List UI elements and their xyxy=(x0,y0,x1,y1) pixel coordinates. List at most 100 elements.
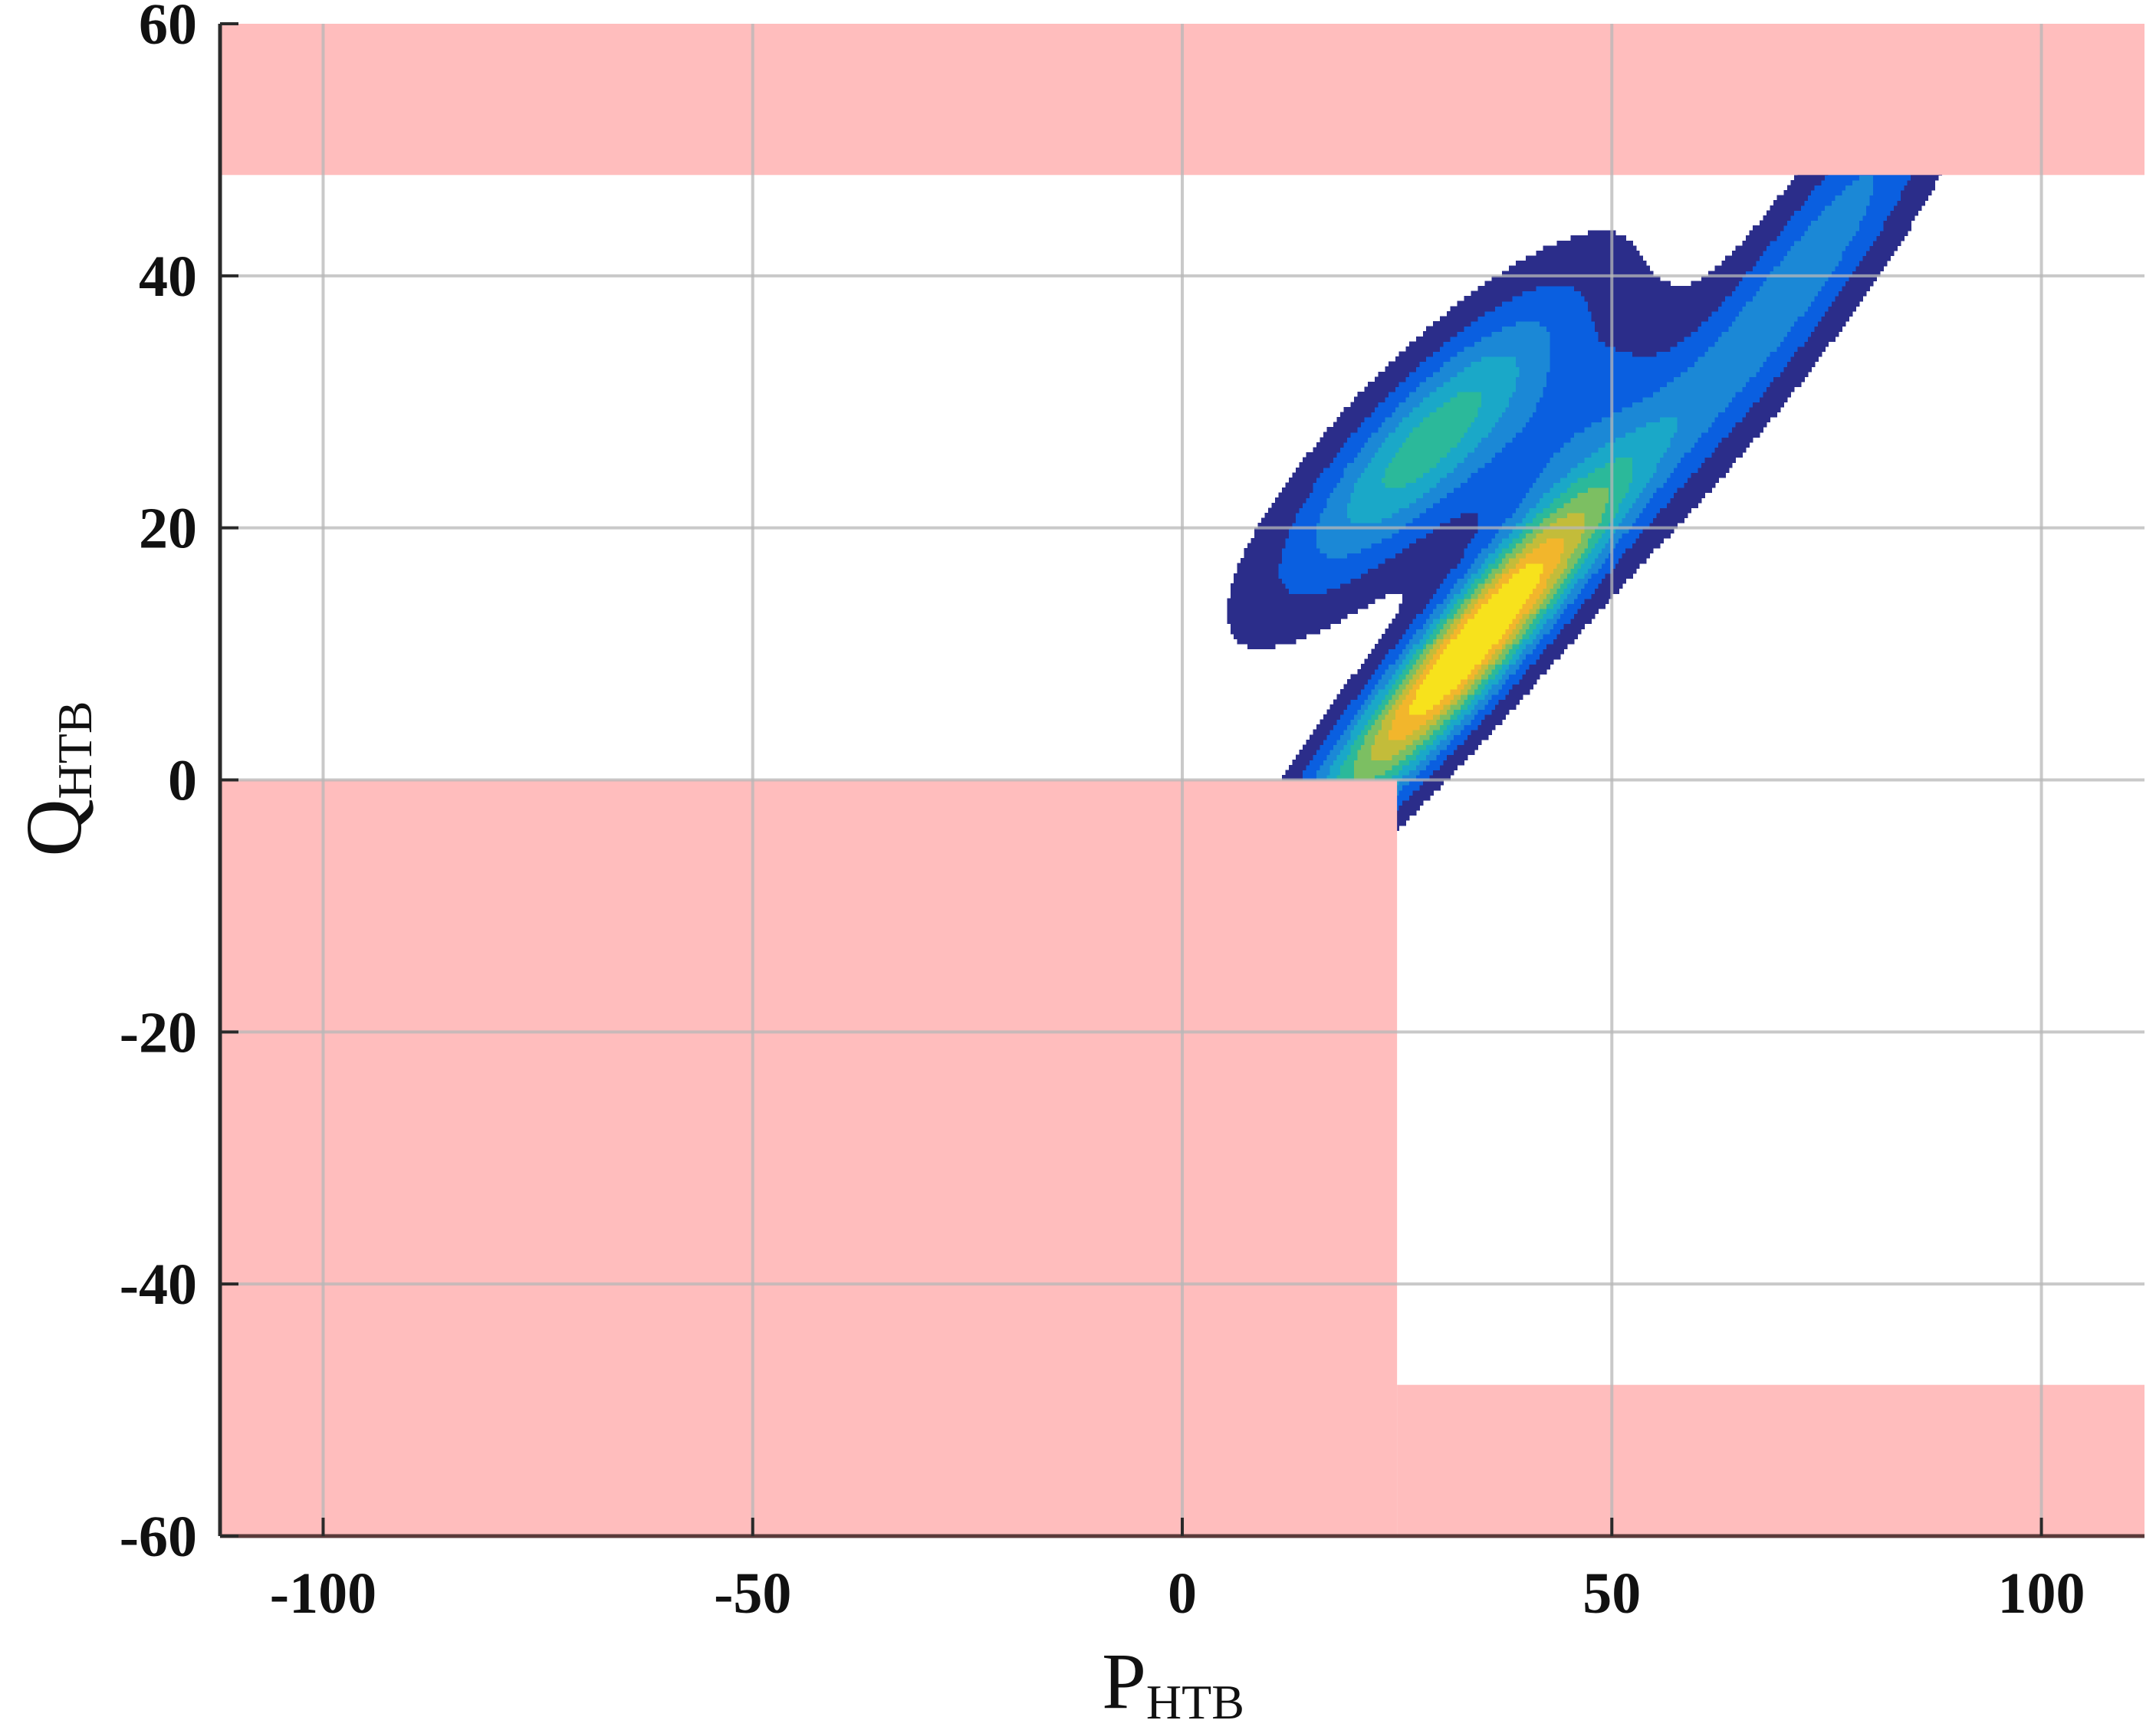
contour-band-cell xyxy=(1395,356,1427,363)
contour-band-cell xyxy=(1412,517,1451,524)
contour-band-cell xyxy=(1584,527,1596,533)
contour-band-cell xyxy=(1515,523,1527,529)
contour-band-cell xyxy=(1436,638,1444,645)
contour-band-cell xyxy=(1329,462,1348,468)
contour-band-cell xyxy=(1440,457,1465,463)
contour-band-cell xyxy=(1378,447,1399,453)
contour-band-cell xyxy=(1553,613,1561,619)
contour-band-cell xyxy=(1450,719,1461,725)
contour-band-cell xyxy=(1563,598,1575,604)
contour-band-cell xyxy=(1872,185,1905,191)
contour-band-cell xyxy=(1529,608,1537,615)
contour-band-cell xyxy=(1580,291,1733,297)
contour-band-cell xyxy=(1653,392,1737,398)
contour-band-cell xyxy=(1642,396,1733,402)
y-tick-label: -60 xyxy=(120,1505,197,1569)
contour-band-cell xyxy=(1264,512,1297,519)
contour-band-cell xyxy=(1804,200,1832,206)
contour-band-cell xyxy=(1515,633,1523,639)
contour-band-cell xyxy=(1543,588,1551,594)
contour-band-cell xyxy=(1835,265,1857,271)
contour-band-cell xyxy=(1333,760,1345,766)
contour-band-cell xyxy=(1429,412,1479,418)
contour-band-cell xyxy=(1385,437,1406,443)
contour-band-cell xyxy=(1361,744,1372,750)
contour-band-cell xyxy=(1670,346,1709,353)
contour-band-cell xyxy=(1313,754,1327,760)
contour-band-cell xyxy=(1405,629,1417,635)
contour-band-cell xyxy=(1429,658,1438,665)
contour-band-cell xyxy=(1533,603,1540,609)
contour-band-cell xyxy=(1477,593,1486,599)
contour-band-cell xyxy=(1491,457,1551,463)
contour-band-cell xyxy=(1422,608,1434,615)
contour-band-cell xyxy=(1350,750,1359,756)
contour-band-cell xyxy=(1591,563,1602,569)
contour-band-cell xyxy=(1776,235,1802,241)
contour-band-cell xyxy=(1563,502,1605,508)
contour-band-cell xyxy=(1746,412,1778,418)
contour-band-cell xyxy=(1450,517,1479,524)
contour-band-cell xyxy=(1536,512,1551,519)
contour-band-cell xyxy=(1536,502,1551,508)
contour-band-cell xyxy=(1505,406,1537,413)
contour-band-cell xyxy=(1440,709,1448,715)
contour-band-cell xyxy=(1398,422,1420,428)
contour-band-cell xyxy=(1498,563,1506,569)
contour-band-cell xyxy=(1487,658,1496,665)
contour-band-cell xyxy=(1725,406,1750,413)
contour-band-cell xyxy=(1577,462,1605,468)
contour-band-cell xyxy=(1323,739,1338,746)
contour-band-cell xyxy=(1498,689,1510,695)
contour-band-cell xyxy=(1646,422,1678,428)
contour-band-cell xyxy=(1612,547,1626,554)
x-tick-label: -100 xyxy=(270,1561,376,1626)
contour-band-cell xyxy=(1632,351,1658,357)
contour-band-cell xyxy=(1343,472,1362,478)
contour-band-cell xyxy=(1433,502,1520,508)
contour-band-cell xyxy=(1501,547,1513,554)
contour-band-cell xyxy=(1361,472,1386,478)
contour-band-cell xyxy=(1704,351,1771,357)
contour-band-cell xyxy=(1429,648,1438,655)
contour-band-cell xyxy=(1354,482,1386,488)
contour-band-cell xyxy=(1357,392,1389,398)
contour-band-cell xyxy=(1398,603,1427,609)
x-axis-label-sub: HTB xyxy=(1146,1675,1244,1726)
contour-band-cell xyxy=(1842,285,1871,292)
contour-band-cell xyxy=(1508,674,1523,680)
contour-band-cell xyxy=(1818,215,1864,222)
contour-band-cell xyxy=(1663,452,1684,458)
contour-band-cell xyxy=(1292,760,1310,766)
contour-band-cell xyxy=(1505,517,1523,524)
contour-band-cell xyxy=(1536,285,1575,292)
contour-band-cell xyxy=(1691,447,1716,453)
contour-band-cell xyxy=(1467,678,1475,685)
contour-band-cell xyxy=(1783,190,1812,196)
contour-band-cell xyxy=(1450,447,1475,453)
contour-band-cell xyxy=(1512,392,1544,398)
contour-band-cell xyxy=(1477,553,1489,559)
contour-band-cell xyxy=(1522,658,1537,665)
contour-band-cell xyxy=(1526,563,1544,569)
contour-band-cell xyxy=(1865,250,1895,257)
contour-band-cell xyxy=(1402,764,1417,770)
contour-band-cell xyxy=(1766,210,1795,216)
contour-band-cell xyxy=(1385,714,1396,721)
contour-band-cell xyxy=(1461,482,1533,488)
contour-band-cell xyxy=(1288,527,1317,533)
contour-band-cell xyxy=(1632,472,1654,478)
contour-band-cell xyxy=(1725,255,1760,261)
contour-band-cell xyxy=(1512,573,1540,579)
contour-band-cell xyxy=(1550,361,1695,367)
contour-band-cell xyxy=(1361,689,1372,695)
contour-band-cell xyxy=(1487,678,1499,685)
contour-band-cell xyxy=(1440,613,1448,619)
contour-band-cell xyxy=(1835,296,1864,302)
contour-band-cell xyxy=(1484,568,1492,574)
contour-band-cell xyxy=(1354,396,1386,402)
contour-band-cell xyxy=(1512,437,1572,443)
contour-band-cell xyxy=(1429,734,1438,740)
contour-band-cell xyxy=(1461,704,1468,711)
contour-band-cell xyxy=(1464,608,1472,615)
